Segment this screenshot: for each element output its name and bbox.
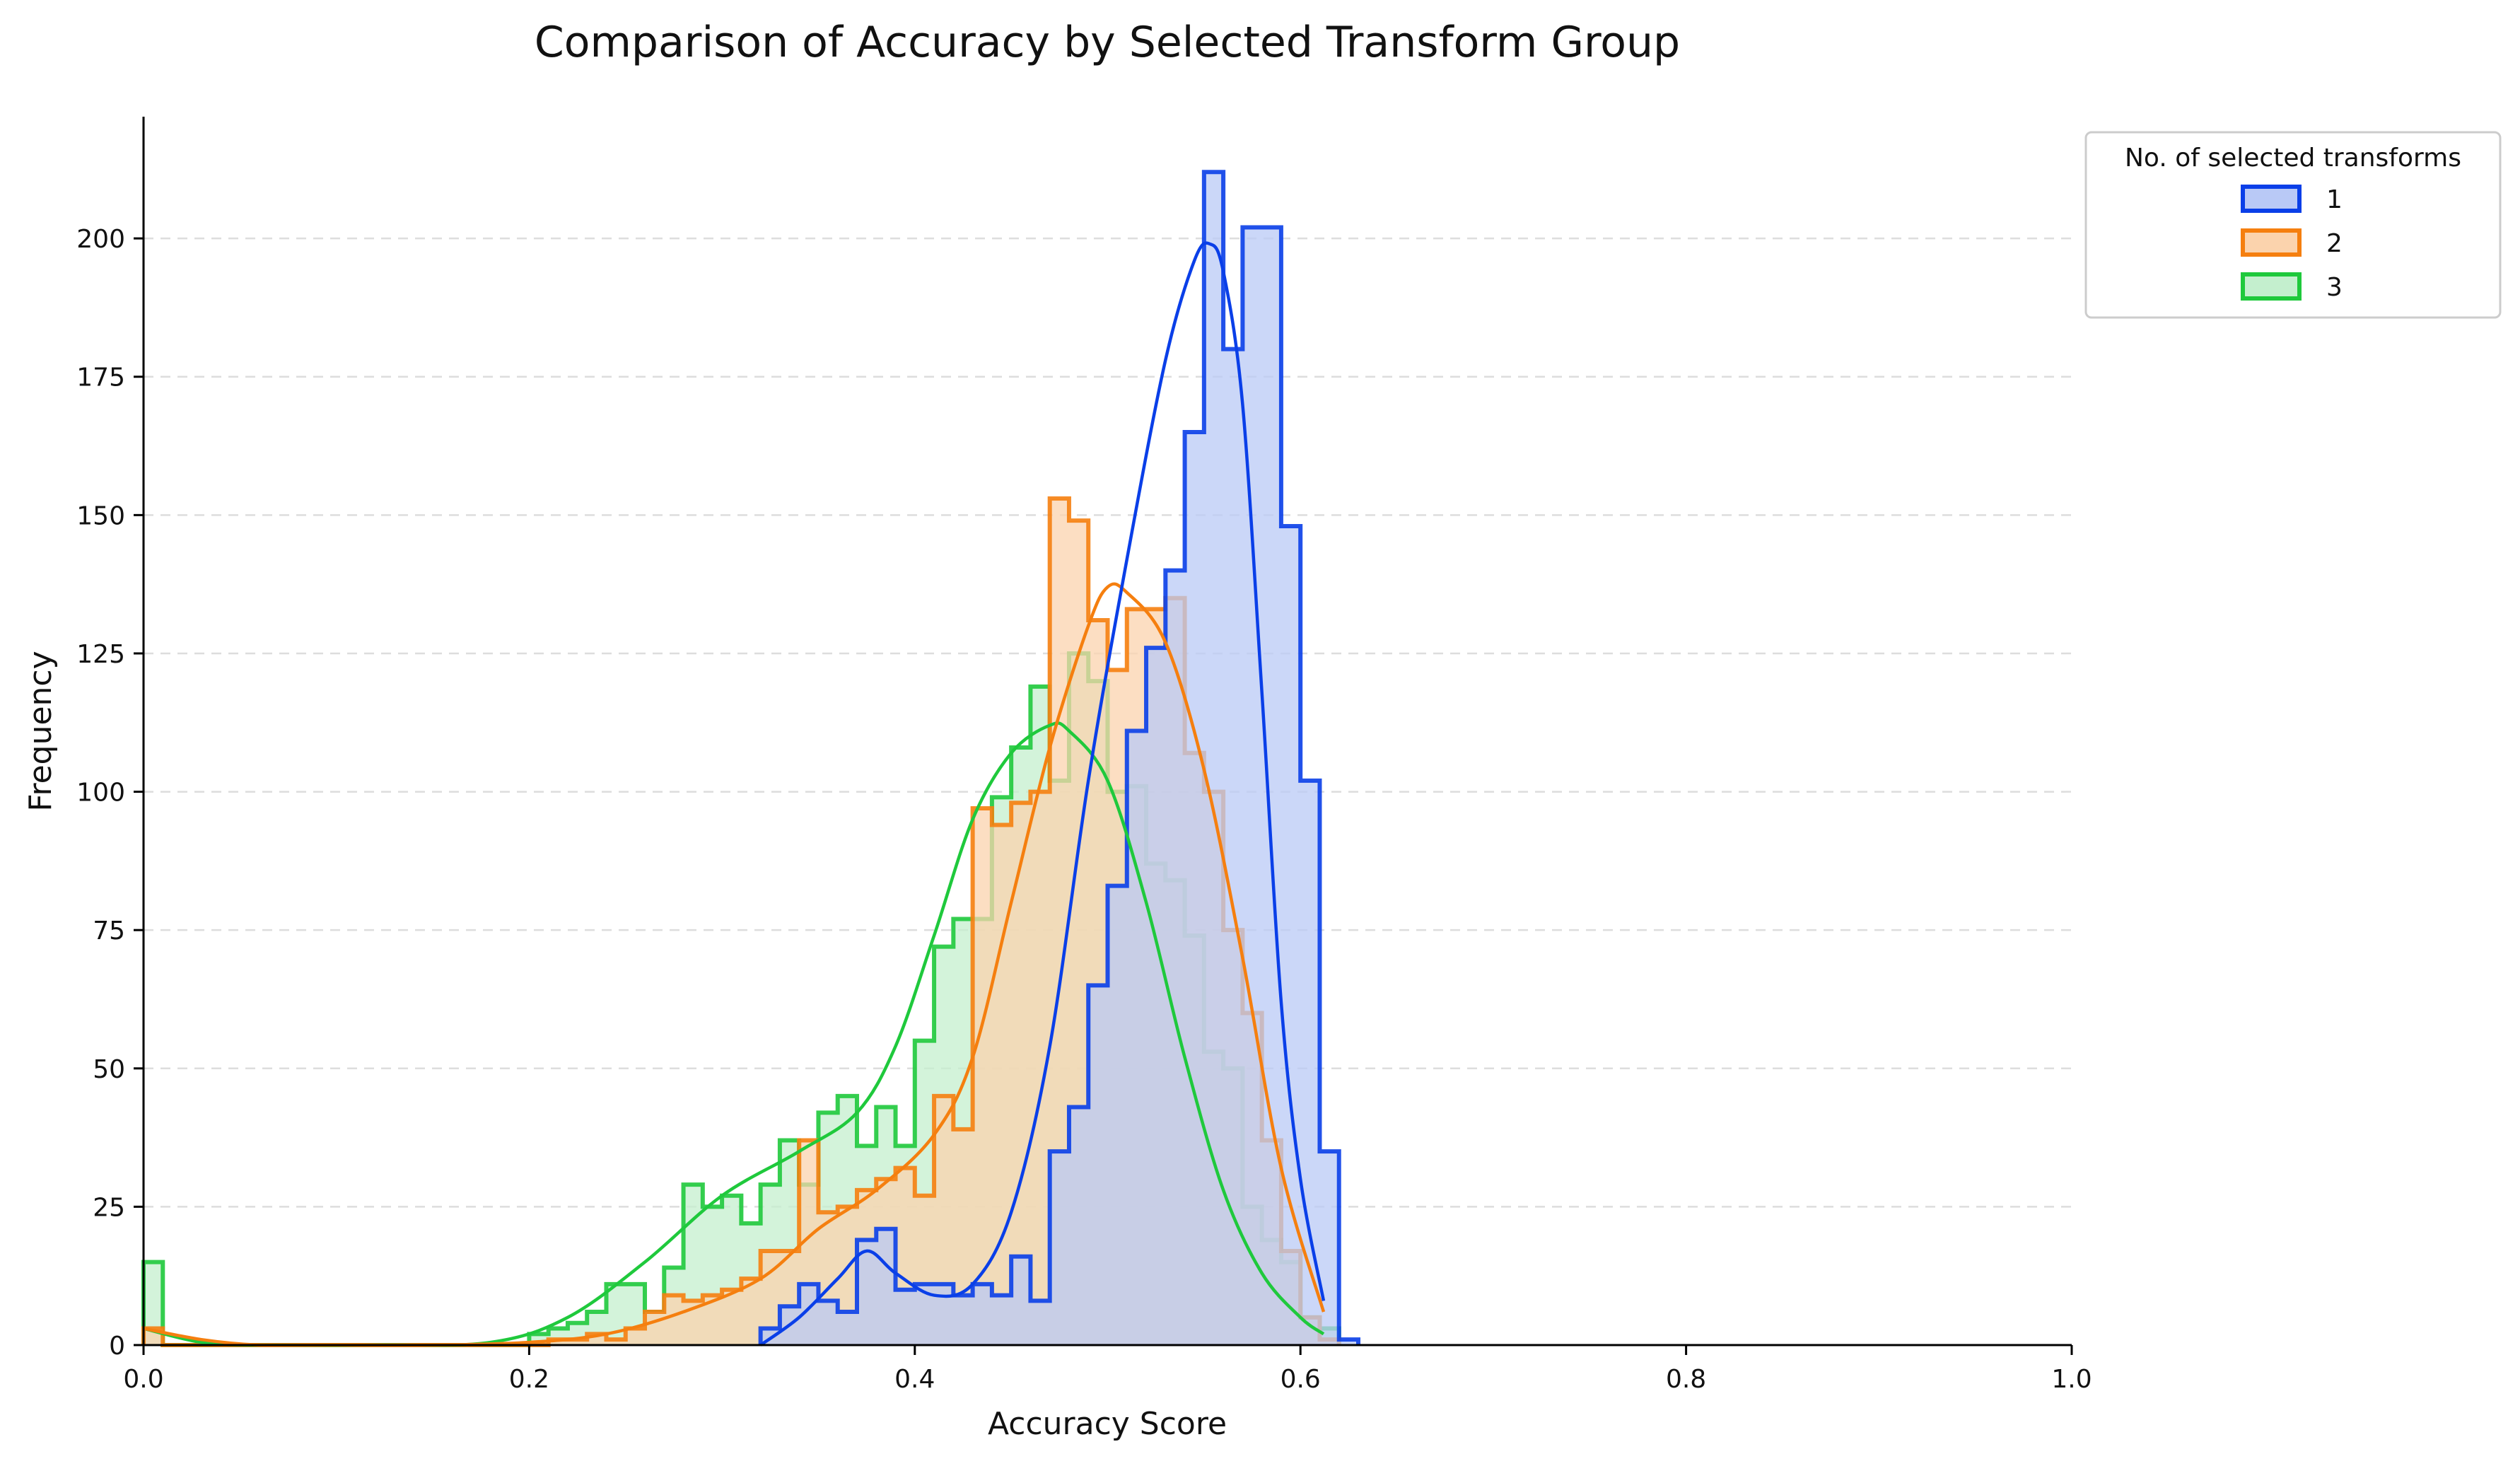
legend-label-1: 1 bbox=[2326, 185, 2343, 214]
legend-item-3: 3 bbox=[2241, 272, 2343, 302]
legend-item-2: 2 bbox=[2241, 228, 2343, 258]
histogram-series-1 bbox=[758, 170, 1361, 1345]
legend-title: No. of selected transforms bbox=[2125, 144, 2461, 173]
legend: No. of selected transforms 1 2 3 bbox=[2084, 131, 2502, 319]
y-tick-label-150: 150 bbox=[76, 501, 125, 530]
y-ticks: 0 25 50 75 100 125 150 175 200 bbox=[76, 225, 144, 1361]
chart-title: Comparison of Accuracy by Selected Trans… bbox=[535, 18, 1680, 67]
histogram-outline-1 bbox=[758, 170, 1361, 1345]
x-axis-label: Accuracy Score bbox=[988, 1406, 1227, 1442]
kde-curve-1 bbox=[759, 241, 1326, 1346]
y-tick-label-125: 125 bbox=[76, 640, 125, 669]
y-tick-label-25: 25 bbox=[93, 1193, 125, 1222]
histogram-fill-2 bbox=[144, 498, 1339, 1345]
legend-swatch-3 bbox=[2241, 272, 2302, 301]
legend-label-3: 3 bbox=[2326, 273, 2343, 302]
legend-item-1: 1 bbox=[2241, 185, 2343, 214]
x-tick-label-1.0: 1.0 bbox=[2051, 1365, 2092, 1394]
y-tick-label-0: 0 bbox=[109, 1332, 125, 1361]
x-tick-label-0.0: 0.0 bbox=[123, 1365, 163, 1394]
y-tick-label-50: 50 bbox=[93, 1055, 125, 1084]
axes bbox=[142, 117, 2072, 1346]
y-tick-label-175: 175 bbox=[76, 363, 125, 392]
x-tick-label-0.8: 0.8 bbox=[1666, 1365, 1706, 1394]
x-ticks: 0.0 0.2 0.4 0.6 0.8 1.0 bbox=[123, 1345, 2092, 1394]
x-tick-label-0.2: 0.2 bbox=[509, 1365, 549, 1394]
legend-label-2: 2 bbox=[2326, 229, 2343, 258]
y-tick-label-200: 200 bbox=[76, 225, 125, 254]
y-tick-label-75: 75 bbox=[93, 917, 125, 946]
x-tick-label-0.4: 0.4 bbox=[894, 1365, 935, 1394]
y-tick-label-100: 100 bbox=[76, 779, 125, 808]
y-axis-label: Frequency bbox=[23, 651, 59, 811]
histogram-fill-1 bbox=[760, 172, 1359, 1345]
x-tick-label-0.6: 0.6 bbox=[1281, 1365, 1321, 1394]
legend-swatch-1 bbox=[2241, 185, 2302, 213]
legend-swatch-2 bbox=[2241, 228, 2302, 257]
legend-frame bbox=[2084, 131, 2502, 319]
